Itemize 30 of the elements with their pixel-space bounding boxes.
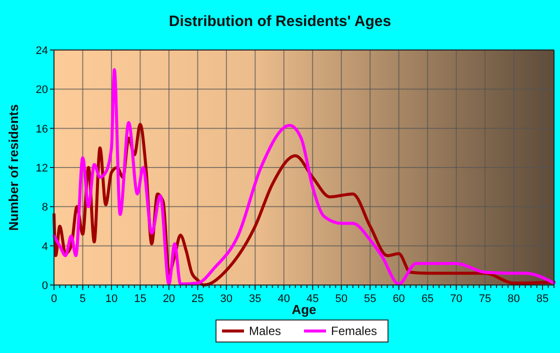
x-tick-label: 70 [450,293,462,305]
x-tick-label: 60 [392,293,405,305]
legend-label: Females [331,324,378,338]
chart-title: Distribution of Residents' Ages [168,13,392,30]
y-tick-label: 16 [36,123,48,136]
x-tick-label: 0 [50,293,58,305]
x-tick-label: 20 [162,293,176,305]
x-tick-label: 55 [364,293,376,305]
x-axis-title: Age [292,302,316,317]
x-tick-label: 45 [306,293,319,305]
y-tick-label: 12 [36,162,48,174]
x-tick-label: 30 [220,293,233,305]
y-tick-label: 20 [36,84,48,96]
y-tick-label: 8 [42,202,48,214]
x-tick-label: 80 [508,293,520,305]
y-axis-title: Number of residents [6,104,21,231]
x-tick-label: 40 [278,293,290,305]
x-tick-label: 50 [335,293,348,305]
x-tick-label: 25 [192,293,204,305]
legend-label: Males [249,324,282,338]
x-tick-label: 5 [80,293,86,305]
x-tick-label: 85 [536,293,549,305]
x-tick-label: 75 [478,293,492,305]
x-tick-label: 15 [134,293,146,305]
x-tick-label: 10 [105,293,118,305]
x-tick-label: 65 [421,293,434,305]
y-tick-label: 24 [36,45,48,57]
y-tick-label: 4 [42,240,48,253]
x-tick-label: 35 [249,293,262,305]
y-tick-label: 0 [42,280,48,292]
